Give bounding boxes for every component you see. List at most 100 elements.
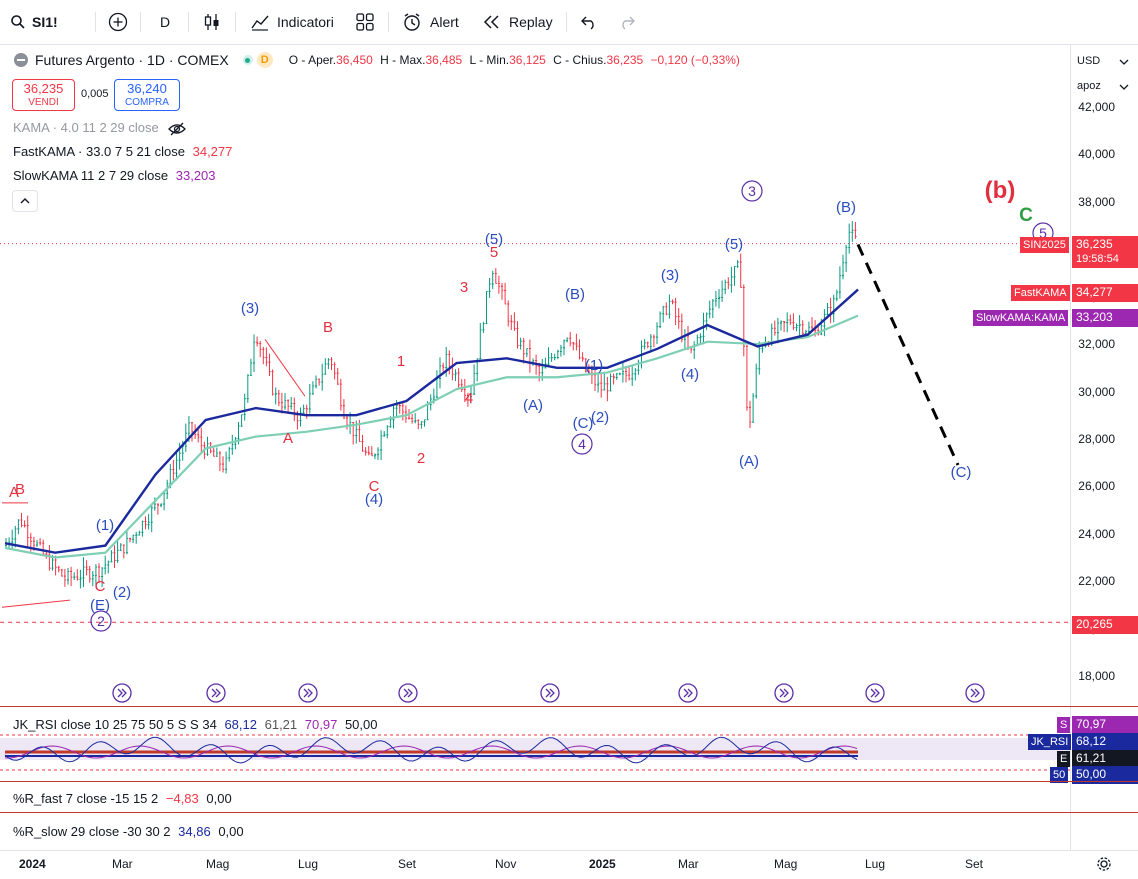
chart-type-button[interactable]: [202, 10, 222, 34]
rsi-value-tag: 68,12: [1072, 733, 1138, 751]
wave-label: (B): [565, 286, 585, 303]
rslow-legend[interactable]: %R_slow 29 close -30 30 2 34,86 0,00: [13, 824, 244, 839]
y-tick-label: 42,000: [1078, 100, 1115, 114]
wave-label: 2: [97, 613, 105, 629]
buy-price: 36,240: [127, 81, 167, 96]
wave-label: (B): [836, 199, 856, 216]
session-break-icon: [117, 688, 127, 698]
chevron-up-icon: [20, 198, 30, 204]
slowkama-label-tag: SlowKAMA:KAMA: [973, 310, 1069, 326]
candles-icon: [204, 14, 219, 30]
ohlc-values: O - Aper.36,450 H - Max.36,485 L - Min.3…: [288, 53, 740, 67]
toolbar-divider: [566, 12, 567, 32]
rsi-smooth-line: [4, 745, 858, 759]
undo-button[interactable]: [580, 10, 598, 34]
wave-label: A: [283, 430, 293, 447]
toolbar-divider: [188, 12, 189, 32]
price-chart-svg[interactable]: AB(1)(2)(E)2C(3)ABC(4)12345(5)(A)(B)(C)(…: [0, 45, 1070, 705]
wave-label: (2): [591, 409, 609, 426]
session-break-icon: [545, 688, 555, 698]
y-tick-label: 38,000: [1078, 194, 1115, 209]
symbol-search[interactable]: SI1!: [10, 10, 58, 34]
wave-label: (5): [725, 236, 743, 253]
pane-divider: [0, 781, 1138, 782]
main-chart-pane[interactable]: A B (1) (2) (E) 2 C (3) A B C (4) 1 2 3 4 5 (5) (A) (B) (C)(…: [0, 45, 1070, 705]
x-tick-label: 2024: [19, 857, 46, 871]
x-tick-label: Mar: [678, 857, 699, 871]
wave-label: A: [9, 484, 19, 501]
scale-mode-select[interactable]: apoz: [1075, 77, 1129, 95]
market-status-dot[interactable]: [242, 55, 253, 65]
rsi-s-label: S: [1057, 717, 1071, 733]
y-tick-label: 40,000: [1078, 147, 1115, 162]
session-break-icon: [970, 688, 980, 698]
layouts-button[interactable]: [356, 10, 374, 34]
eye-hidden-icon[interactable]: [168, 122, 187, 136]
rsi-50-label: 50: [1050, 767, 1069, 783]
sell-button[interactable]: 36,235 VENDI: [12, 79, 75, 111]
rsi-e-tag: 61,21: [1072, 750, 1138, 768]
wave-label: 1: [397, 353, 405, 370]
rsi-legend[interactable]: JK_RSI close 10 25 75 50 5 S S 34 68,12 …: [13, 717, 378, 732]
pane-divider: [0, 812, 1138, 813]
y-tick-label: 24,000: [1078, 526, 1115, 541]
delayed-data-badge[interactable]: D: [256, 52, 273, 68]
interval-button[interactable]: D: [160, 10, 170, 34]
y-tick-label: 22,000: [1078, 574, 1115, 589]
x-tick-label: Lug: [865, 857, 886, 871]
y-tick-label: 18,000: [1078, 669, 1115, 683]
slowkama-legend[interactable]: SlowKAMA 11 2 7 29 close 33,203: [13, 168, 216, 183]
chevron-down-icon: [1119, 84, 1129, 90]
add-symbol-button[interactable]: [108, 10, 128, 34]
rewind-icon: [483, 15, 499, 29]
symbol-label: SI1!: [32, 14, 58, 30]
settings-icon[interactable]: [1096, 856, 1112, 872]
redo-button[interactable]: [618, 10, 636, 34]
interval-label: D: [160, 14, 171, 30]
toolbar-divider: [95, 12, 96, 32]
search-icon: [11, 15, 25, 29]
replay-button[interactable]: Replay: [482, 10, 553, 34]
wave-label: (2): [113, 584, 131, 601]
alert-button[interactable]: Alert: [402, 10, 459, 34]
buy-label: COMPRA: [125, 97, 169, 108]
wave-label: C: [95, 578, 106, 595]
x-tick-label: Mag: [774, 857, 798, 871]
rsi-s-tag: 70,97: [1072, 716, 1138, 734]
plus-circle-icon: [108, 12, 128, 32]
indicators-button[interactable]: Indicatori: [250, 10, 334, 34]
rsi-plot[interactable]: [0, 730, 1070, 778]
kama-legend[interactable]: KAMA · 4.0 11 2 29 close: [13, 120, 187, 136]
x-tick-label: Mag: [206, 857, 230, 871]
wave-label: 5: [490, 244, 498, 261]
x-tick-label: 2025: [589, 857, 616, 871]
rsi-line: [4, 736, 858, 764]
x-tick-label: Mar: [112, 857, 133, 871]
chevron-down-icon: [1119, 59, 1129, 65]
alert-label: Alert: [430, 14, 459, 30]
trend-line: [264, 339, 306, 397]
wave-label: (1): [585, 357, 603, 374]
y-tick-label: 26,000: [1078, 479, 1115, 494]
wave-label: (5): [485, 231, 503, 248]
sell-price: 36,235: [23, 81, 64, 96]
collapse-legend-button[interactable]: [12, 190, 38, 212]
fastkama-legend[interactable]: FastKAMA · 33.0 7 5 21 close 34,277: [13, 144, 233, 159]
session-break-icon: [779, 688, 789, 698]
session-break-icon: [211, 688, 221, 698]
grid-icon: [356, 13, 374, 31]
x-tick-label: Lug: [298, 857, 319, 871]
symbol-title[interactable]: Futures Argento · 1D · COMEX: [35, 52, 229, 68]
wave-label: 5: [1039, 225, 1047, 241]
currency-select[interactable]: USD: [1075, 52, 1129, 70]
redo-icon: [622, 16, 635, 30]
rfast-legend[interactable]: %R_fast 7 close -15 15 2 −4,83 0,00: [13, 791, 232, 806]
y-tick-label: 30,000: [1078, 384, 1115, 399]
wave-circle: [741, 180, 763, 202]
fastkama-label-tag: FastKAMA: [1011, 285, 1070, 301]
silver-coin-icon: [14, 53, 28, 67]
time-axis[interactable]: 2024 Mar Mag Lug Set Nov 2025 Mar Mag Lug Set: [0, 850, 1138, 879]
buy-button[interactable]: 36,240 COMPRA: [114, 79, 180, 111]
projection-line: [856, 243, 960, 466]
wave-label: (3): [241, 300, 259, 317]
